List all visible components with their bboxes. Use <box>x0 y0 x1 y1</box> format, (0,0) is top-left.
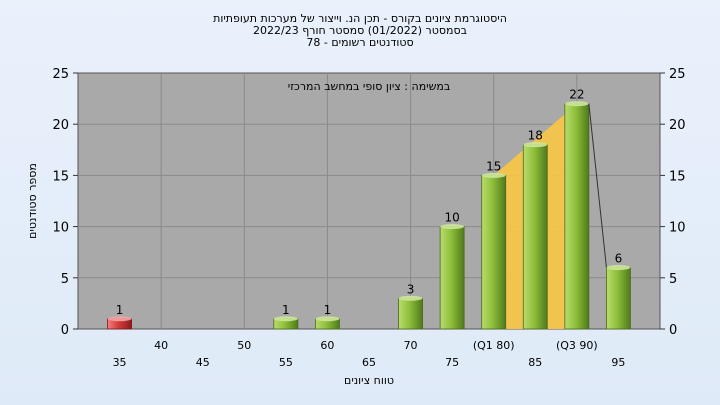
bar-cap-75 <box>440 224 465 230</box>
bar-value-label-60: 1 <box>324 303 332 317</box>
x-axis-label: טווח ציונים <box>344 374 394 387</box>
y-tick-label-left: 5 <box>61 272 69 287</box>
x-tick-label-50: 50 <box>237 339 251 352</box>
bar-cap-95 <box>606 265 631 271</box>
chart-title-line-2: בסמסטר (01/2022) סמסטר חורף 2022/23 <box>253 24 467 37</box>
y-tick-label-right: 15 <box>669 169 686 184</box>
bar-value-label-75: 10 <box>445 211 460 225</box>
chart-title-line-3: סטודנטים רשומים - 78 <box>306 36 413 49</box>
bar-cap-35 <box>107 316 132 322</box>
bar-cap-90 <box>564 101 589 107</box>
x-tick-label-65: 65 <box>362 356 376 369</box>
bar-value-label-70: 3 <box>407 282 415 296</box>
chart-title-line-1: היסטוגרמת ציונים בקורס - תכן הנ. וייצור … <box>213 12 507 25</box>
x-tick-label-35: 35 <box>113 356 127 369</box>
x-tick-label-90: (Q3 90) <box>556 339 598 352</box>
bar-80 <box>481 174 507 330</box>
bar-cap-60 <box>315 316 340 322</box>
bar-cap-80 <box>481 172 506 178</box>
y-tick-label-left: 0 <box>61 323 69 338</box>
y-axis-label: מספר סטודנטים <box>26 163 39 239</box>
bar-70 <box>398 297 423 330</box>
x-tick-label-70: 70 <box>404 339 418 352</box>
x-tick-label-80: (Q1 80) <box>473 339 515 352</box>
connector-line <box>588 103 607 268</box>
bar-value-label-35: 1 <box>116 303 124 317</box>
y-tick-label-right: 10 <box>669 221 686 236</box>
bar-value-label-90: 22 <box>569 88 584 102</box>
x-tick-label-75: 75 <box>445 356 459 369</box>
y-tick-label-left: 20 <box>52 118 69 133</box>
bar-cap-70 <box>398 295 423 301</box>
y-tick-label-right: 20 <box>669 118 686 133</box>
bar-value-label-80: 15 <box>486 159 501 173</box>
y-tick-label-left: 25 <box>52 67 69 82</box>
bar-cap-85 <box>523 142 548 148</box>
bar-90 <box>564 103 590 330</box>
x-tick-label-60: 60 <box>320 339 334 352</box>
bar-75 <box>439 226 465 330</box>
x-tick-label-55: 55 <box>279 356 293 369</box>
bar-95 <box>606 267 631 330</box>
bar-value-label-95: 6 <box>615 252 623 266</box>
y-tick-label-left: 15 <box>52 169 69 184</box>
bar-cap-55 <box>273 316 298 322</box>
y-tick-label-right: 5 <box>669 272 677 287</box>
x-tick-label-45: 45 <box>196 356 210 369</box>
chart-subtitle: במשימה : ציון סופי במחשב המרכזי <box>288 80 451 93</box>
y-tick-label-right: 25 <box>669 67 686 82</box>
bar-85 <box>522 144 548 330</box>
x-tick-label-40: 40 <box>154 339 168 352</box>
x-tick-label-95: 95 <box>611 356 625 369</box>
bar-value-label-85: 18 <box>528 129 543 143</box>
y-tick-label-right: 0 <box>669 323 677 338</box>
x-tick-label-85: 85 <box>528 356 542 369</box>
y-tick-label-left: 10 <box>52 221 69 236</box>
bar-value-label-55: 1 <box>282 303 290 317</box>
